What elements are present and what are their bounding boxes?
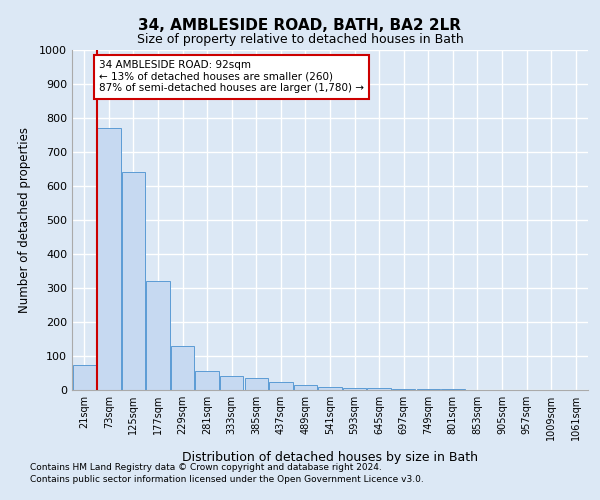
Bar <box>319 386 341 390</box>
Bar <box>245 378 268 390</box>
Bar <box>220 376 244 390</box>
Bar <box>367 388 391 390</box>
Bar <box>122 172 145 390</box>
Text: Size of property relative to detached houses in Bath: Size of property relative to detached ho… <box>137 32 463 46</box>
Bar <box>294 385 317 390</box>
Bar <box>392 389 415 390</box>
Text: 34, AMBLESIDE ROAD, BATH, BA2 2LR: 34, AMBLESIDE ROAD, BATH, BA2 2LR <box>139 18 461 32</box>
Bar <box>97 128 121 390</box>
Bar <box>171 346 194 390</box>
Bar <box>196 372 219 390</box>
Y-axis label: Number of detached properties: Number of detached properties <box>18 127 31 313</box>
Text: 34 AMBLESIDE ROAD: 92sqm
← 13% of detached houses are smaller (260)
87% of semi-: 34 AMBLESIDE ROAD: 92sqm ← 13% of detach… <box>99 60 364 94</box>
Bar <box>269 382 293 390</box>
Bar <box>146 281 170 390</box>
Bar <box>343 388 366 390</box>
X-axis label: Distribution of detached houses by size in Bath: Distribution of detached houses by size … <box>182 451 478 464</box>
Text: Contains HM Land Registry data © Crown copyright and database right 2024.: Contains HM Land Registry data © Crown c… <box>30 462 382 471</box>
Text: Contains public sector information licensed under the Open Government Licence v3: Contains public sector information licen… <box>30 475 424 484</box>
Bar <box>73 364 96 390</box>
